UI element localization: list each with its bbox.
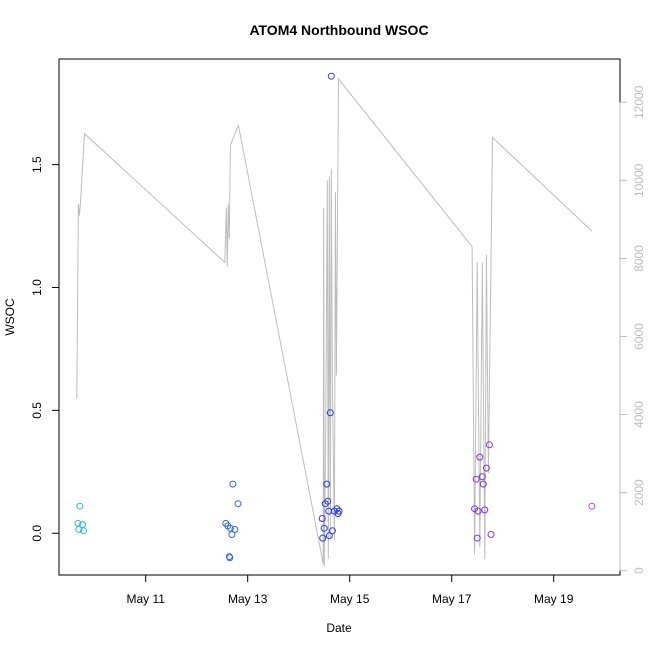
- right-y-tick-label: 6000: [632, 323, 646, 350]
- data-point: [478, 473, 486, 481]
- wsoc-points: [74, 72, 596, 562]
- data-point: [226, 554, 234, 562]
- data-point: [476, 453, 484, 461]
- data-point: [335, 507, 343, 515]
- right-y-tick-label: 12000: [632, 85, 646, 119]
- x-axis-label: Date: [326, 621, 352, 635]
- data-point: [318, 515, 326, 522]
- data-point: [479, 480, 487, 488]
- data-point: [485, 441, 493, 449]
- data-point: [226, 524, 234, 532]
- plot-area: [58, 58, 621, 576]
- data-point: [472, 475, 480, 483]
- data-point: [473, 534, 481, 542]
- y-tick-label: 0.5: [30, 402, 44, 419]
- data-point: [76, 502, 84, 510]
- data-point: [228, 531, 236, 538]
- data-point: [328, 527, 336, 535]
- data-point: [326, 409, 334, 417]
- x-tick-label: May 19: [534, 592, 574, 606]
- data-point: [319, 534, 327, 542]
- y-axis-label: WSOC: [3, 298, 17, 336]
- x-tick-label: May 11: [126, 592, 165, 606]
- data-point: [234, 500, 242, 508]
- x-axis: May 11 May 13 May 15 May 17 May 19: [126, 574, 574, 606]
- data-point: [231, 526, 239, 533]
- data-point: [327, 72, 335, 80]
- y-tick-label: 0.0: [30, 525, 44, 542]
- x-tick-label: May 13: [228, 592, 268, 606]
- right-y-tick-label: 2000: [632, 479, 646, 506]
- data-point: [325, 532, 333, 540]
- data-point: [320, 524, 328, 532]
- y-tick-label: 1.0: [30, 279, 44, 296]
- y-tick-label: 1.5: [30, 156, 44, 173]
- data-point: [80, 527, 87, 535]
- data-point: [481, 506, 489, 514]
- data-point: [588, 502, 596, 510]
- secondary-line-path: [76, 77, 593, 567]
- data-point: [474, 507, 482, 515]
- x-tick-label: May 17: [432, 592, 472, 606]
- data-point: [471, 505, 479, 513]
- right-y-tick-label: 0: [632, 567, 646, 574]
- y-axis: 0.0 0.5 1.0 1.5: [30, 156, 60, 542]
- secondary-series-line: [76, 77, 593, 567]
- x-tick-label: May 15: [330, 592, 370, 606]
- data-point: [229, 480, 237, 488]
- right-y-tick-label: 8000: [632, 245, 646, 272]
- data-point: [324, 497, 332, 505]
- right-y-axis: 0 2000 4000 6000 8000 10000 12000: [619, 85, 646, 574]
- data-point: [75, 526, 83, 533]
- right-y-tick-label: 4000: [632, 401, 646, 428]
- data-point: [323, 480, 331, 488]
- right-y-tick-label: 10000: [632, 163, 646, 197]
- data-point: [482, 464, 490, 472]
- chart-title: ATOM4 Northbound WSOC: [249, 22, 428, 38]
- data-point: [487, 531, 495, 538]
